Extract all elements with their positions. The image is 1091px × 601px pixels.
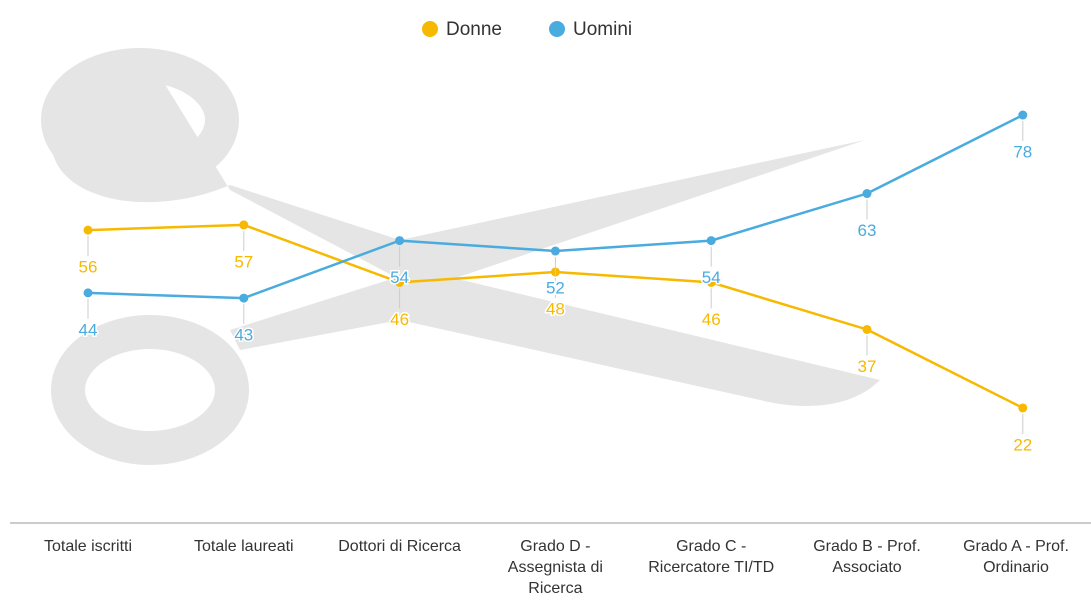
x-tick-label: Totale iscritti [13,536,163,557]
data-point [239,294,248,303]
data-label: 56 [79,258,98,277]
data-point [1018,403,1027,412]
data-point [395,236,404,245]
x-tick-label: Grado C - Ricercatore TI/TD [636,536,786,578]
data-point [863,189,872,198]
data-point [863,325,872,334]
chart-page: DonneUomini5657464846372244435452546378 … [0,0,1091,601]
data-label: 22 [1013,435,1032,454]
data-label: 46 [702,310,721,329]
data-point [239,220,248,229]
data-label: 44 [79,320,98,339]
data-label: 63 [858,221,877,240]
x-tick-label: Grado D - Assegnista di Ricerca [480,536,630,599]
x-tick-label: Grado B - Prof. Associato [792,536,942,578]
x-tick-label: Dottori di Ricerca [325,536,475,557]
data-label: 57 [234,252,253,271]
data-label: 52 [546,279,565,298]
legend-marker [422,21,438,37]
data-label: 43 [234,326,253,345]
data-label: 54 [702,268,721,287]
legend-label: Uomini [573,19,632,40]
x-tick-label: Grado A - Prof. Ordinario [941,536,1091,578]
scissors-background [51,60,880,448]
data-label: 54 [390,268,409,287]
data-point [1018,111,1027,120]
legend-label: Donne [446,19,502,40]
data-point [84,288,93,297]
data-point [707,236,716,245]
chart: Donne Uomini 56 57 46 48 46 37 22 44 43 54 52 54 63 78 [0,0,1091,601]
x-tick-label: Totale laureati [169,536,319,557]
data-label: 48 [546,299,565,318]
data-point [551,247,560,256]
data-label: 37 [858,357,877,376]
data-label: 46 [390,310,409,329]
data-label: 78 [1013,143,1032,162]
data-point [84,226,93,235]
legend-marker [549,21,565,37]
